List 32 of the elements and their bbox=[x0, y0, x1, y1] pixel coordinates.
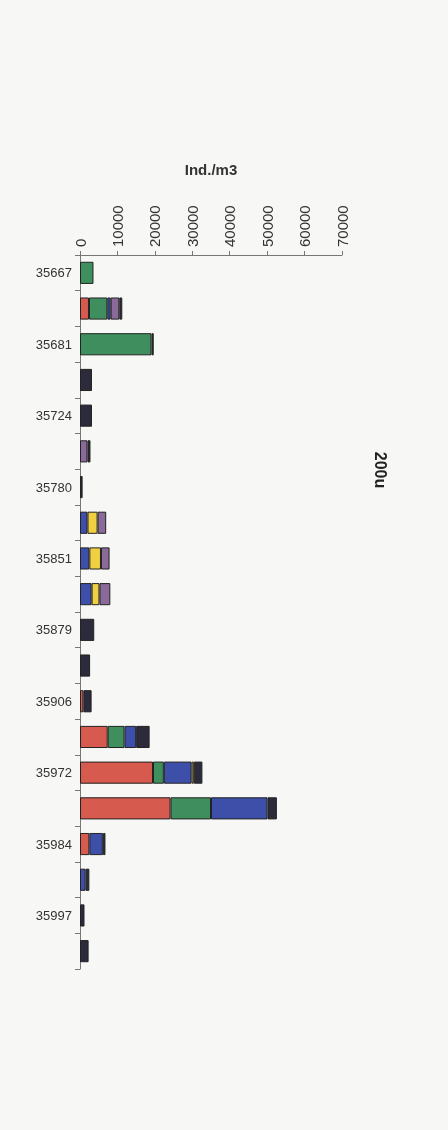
bar bbox=[80, 904, 85, 927]
text: 200u bbox=[371, 451, 389, 489]
x-tick-label: 60000 bbox=[296, 205, 314, 247]
y-tick-label: 35667 bbox=[35, 265, 72, 281]
bar bbox=[193, 761, 203, 784]
y-tick-label: 35780 bbox=[35, 479, 72, 495]
x-tick-label: 70000 bbox=[333, 205, 351, 247]
x-tick-label: 20000 bbox=[146, 205, 164, 247]
bar bbox=[80, 940, 89, 963]
y-tick-label: 35681 bbox=[35, 336, 72, 352]
y-tick-label: 35879 bbox=[35, 622, 72, 638]
y-tick-label: 35906 bbox=[35, 693, 72, 709]
bar bbox=[80, 333, 152, 356]
y-tick-label: 35972 bbox=[35, 765, 72, 781]
bar bbox=[80, 654, 91, 677]
x-tick-label: 40000 bbox=[221, 205, 239, 247]
bar bbox=[80, 404, 92, 427]
bar bbox=[80, 618, 95, 641]
x-tick-label: 0 bbox=[71, 238, 89, 247]
y-tick-label: 35984 bbox=[35, 836, 72, 852]
bar bbox=[80, 368, 92, 392]
bar bbox=[80, 261, 94, 284]
bar bbox=[83, 690, 92, 713]
x-axis-title: Ind./m3 bbox=[184, 161, 238, 178]
x-tick-label: 30000 bbox=[183, 205, 201, 247]
y-tick-label: 35724 bbox=[35, 408, 72, 424]
bar bbox=[110, 297, 120, 320]
x-tick-label: 10000 bbox=[108, 205, 126, 247]
y-tick-label: 35997 bbox=[35, 907, 72, 923]
x-tick-label: 50000 bbox=[258, 205, 276, 247]
bar bbox=[80, 440, 88, 463]
y-tick-label: 35851 bbox=[35, 550, 72, 566]
